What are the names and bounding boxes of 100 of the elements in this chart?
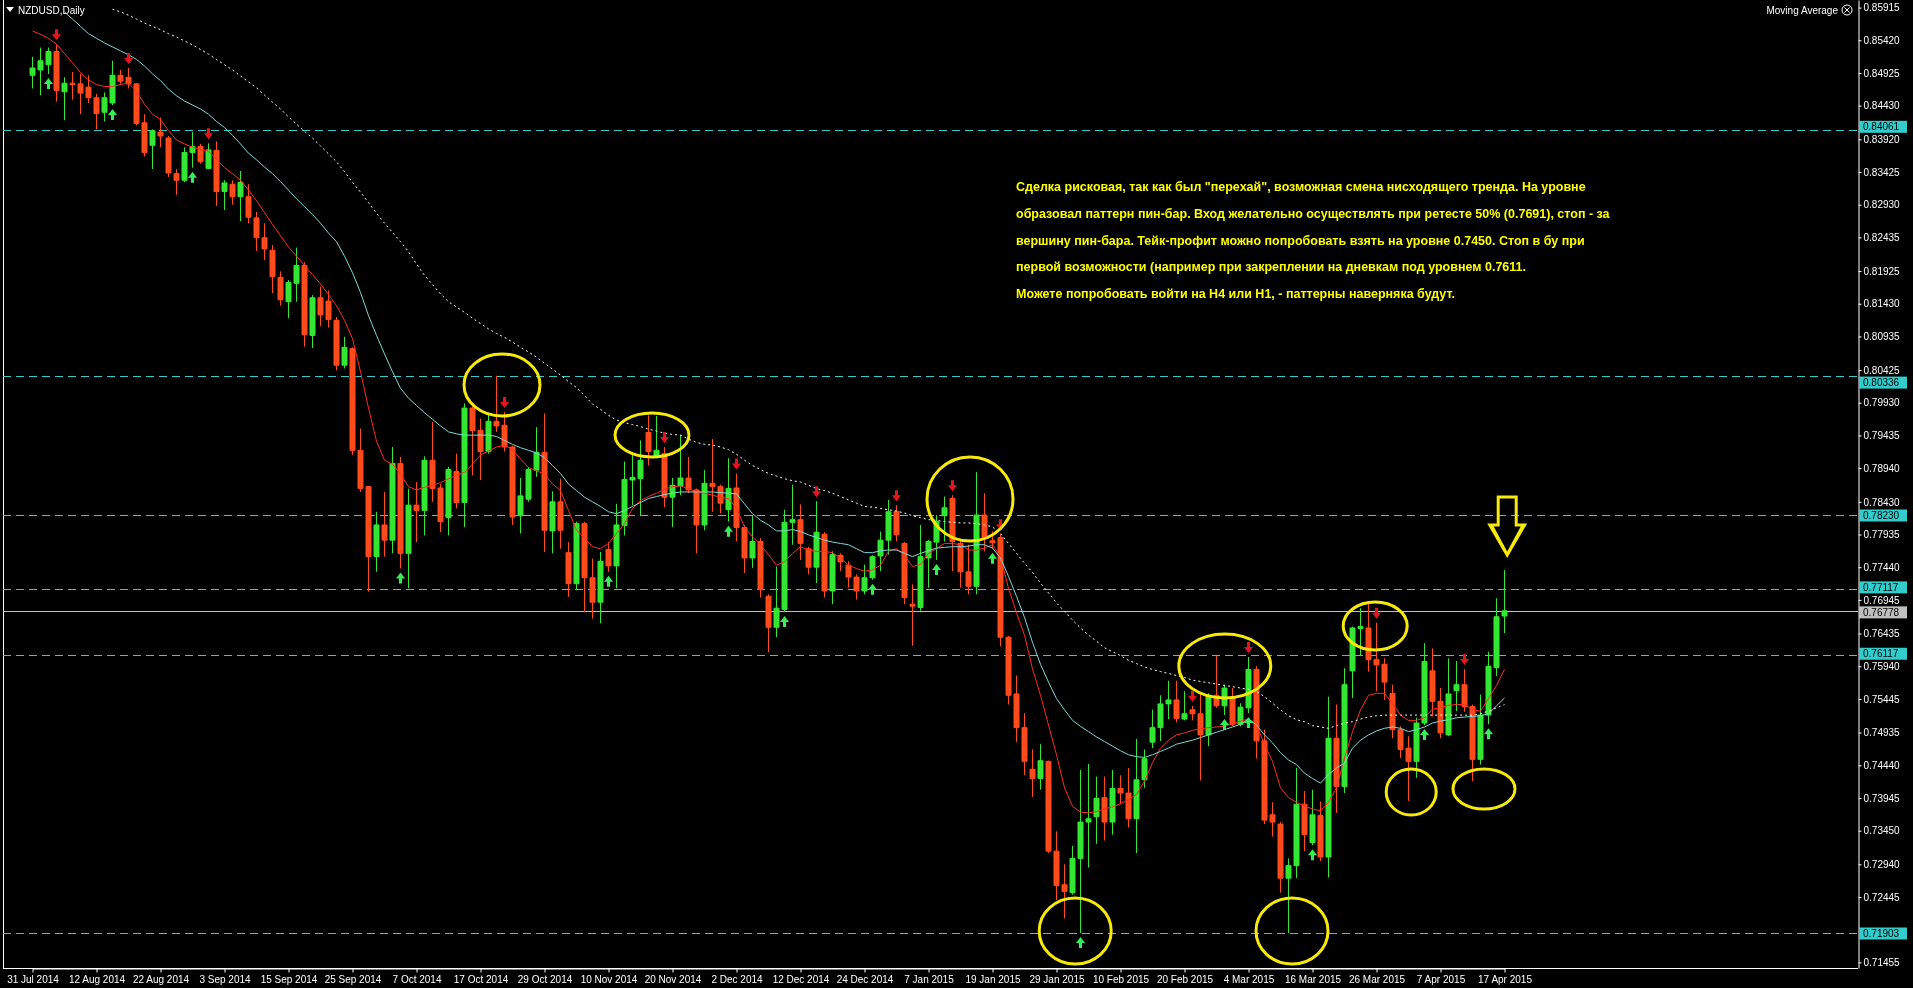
y-tick-label: 0.81925	[1863, 265, 1901, 277]
y-tick-label: 0.74440	[1863, 759, 1901, 771]
candlestick	[1445, 657, 1452, 737]
candlestick	[229, 179, 236, 206]
x-tick-label: 25 Sep 2014	[324, 973, 382, 985]
candlestick	[757, 537, 764, 599]
y-tick-label: 0.84430	[1863, 100, 1901, 112]
x-tick-label: 31 Jul 2014	[7, 973, 60, 985]
candlestick	[549, 490, 556, 554]
annotation: Сделка рисковая, так как был "перехай", возможная смена нисходящего тренда. На уровне образовал паттерн пин-бар. Вход желательно осуществлять при ретесте 50% (0.7691), стоп - за вершину пин-бара. Тейк-профит можно попробовать взять на уровне 0.7450. Стоп в бу при первой возможности (например при закреплении на дневкам под уровнем 0.7611. Можете попробовать войти на H4 или H1, - паттерны наверняка будут.	[1016, 180, 1611, 302]
candlestick	[645, 414, 652, 467]
candlestick	[605, 541, 612, 573]
candlestick	[597, 551, 604, 624]
x-tick-label: 7 Oct 2014	[392, 973, 442, 985]
candlestick	[685, 456, 692, 494]
candlestick	[1205, 692, 1212, 747]
x-tick-label: 10 Feb 2015	[1092, 973, 1150, 985]
candlestick	[61, 76, 68, 121]
y-tick-label: 0.80425	[1863, 364, 1901, 376]
candlestick	[1173, 680, 1180, 723]
y-tick-label: 0.78940	[1863, 462, 1901, 474]
y-tick-label: 0.80935	[1863, 331, 1901, 343]
y-tick-label: 0.85420	[1863, 34, 1901, 46]
candlestick	[1101, 776, 1108, 842]
candlestick	[413, 481, 420, 543]
candlestick	[1037, 743, 1044, 791]
candlestick	[909, 583, 916, 647]
candlestick	[917, 524, 924, 612]
candlestick	[509, 445, 516, 526]
candlestick	[461, 402, 468, 528]
candlestick	[213, 140, 220, 207]
chart-title: NZDUSD,Daily	[18, 4, 85, 16]
candlestick	[797, 503, 804, 561]
y-tick-label: 0.73450	[1863, 825, 1901, 837]
y-tick-label: 0.77440	[1863, 561, 1901, 573]
candlestick	[53, 43, 60, 103]
candlestick	[973, 471, 980, 595]
candlestick	[693, 488, 700, 554]
ref-line-label: 0.71903	[1863, 928, 1900, 939]
x-tick-label: 12 Aug 2014	[68, 973, 126, 985]
candlestick	[197, 143, 204, 165]
y-tick-label: 0.75445	[1863, 693, 1901, 705]
x-tick-label: 19 Jan 2015	[965, 973, 1021, 985]
candlestick	[277, 270, 284, 307]
y-tick-label: 0.76945	[1863, 594, 1901, 606]
candlestick	[1317, 801, 1324, 862]
y-tick-label: 0.76435	[1863, 628, 1901, 640]
candlestick	[1453, 660, 1460, 712]
candlestick	[333, 316, 340, 371]
candlestick	[829, 550, 836, 605]
y-tick-label: 0.83425	[1863, 166, 1901, 178]
candlestick	[1301, 790, 1308, 852]
y-tick-label: 0.83920	[1863, 134, 1901, 146]
ref-line-label: 0.77117	[1863, 581, 1899, 593]
x-tick-label: 7 Jan 2015	[904, 973, 955, 985]
candlestick	[1325, 696, 1332, 879]
x-tick-label: 26 Mar 2015	[1348, 973, 1406, 985]
y-tick-label: 0.84925	[1863, 67, 1901, 79]
y-tick-label: 0.79930	[1863, 397, 1901, 409]
candlestick	[725, 457, 732, 523]
candlestick	[381, 491, 388, 558]
y-tick-label: 0.79435	[1863, 430, 1901, 442]
x-tick-label: 16 Mar 2015	[1284, 973, 1342, 985]
x-tick-label: 20 Feb 2015	[1156, 973, 1214, 985]
y-tick-label: 0.77935	[1863, 529, 1901, 541]
y-tick-label: 0.85915	[1863, 2, 1901, 14]
y-tick-label: 0.82930	[1863, 199, 1901, 211]
x-tick-label: 22 Aug 2014	[132, 973, 190, 985]
candlestick	[1309, 789, 1316, 846]
x-tick-label: 17 Oct 2014	[453, 973, 509, 985]
y-tick-label: 0.75940	[1863, 660, 1901, 672]
ref-line-label: 0.84061	[1863, 121, 1900, 133]
ref-line-label: 0.76117	[1863, 648, 1899, 660]
x-tick-label: 3 Sep 2014	[199, 973, 252, 985]
candlestick	[237, 170, 244, 222]
candlestick	[445, 466, 452, 536]
x-tick-label: 29 Jan 2015	[1029, 973, 1085, 985]
candlestick	[1469, 704, 1476, 782]
candlestick	[397, 456, 404, 570]
candlestick	[221, 179, 228, 211]
candlestick	[1093, 776, 1100, 845]
candlestick	[1477, 694, 1484, 766]
y-tick-label: 0.82435	[1863, 232, 1901, 244]
x-tick-label: 20 Nov 2014	[644, 973, 702, 985]
candlestick	[1461, 668, 1468, 713]
candlestick	[1341, 667, 1348, 794]
ref-line-label: 0.78230	[1863, 510, 1900, 521]
candlestick	[821, 531, 828, 599]
candlestick	[205, 142, 212, 170]
candlestick	[157, 117, 164, 148]
candlestick	[901, 541, 908, 605]
y-tick-label: 0.71455	[1863, 957, 1901, 969]
candlestick	[373, 511, 380, 573]
candlestick	[1029, 748, 1036, 798]
x-tick-label: 15 Sep 2014	[260, 973, 318, 985]
x-tick-label: 29 Oct 2014	[517, 973, 573, 985]
x-tick-label: 7 Apr 2015	[1416, 973, 1466, 985]
x-tick-label: 24 Dec 2014	[836, 973, 894, 985]
candlestick	[1109, 769, 1116, 836]
candlestick	[749, 514, 756, 569]
